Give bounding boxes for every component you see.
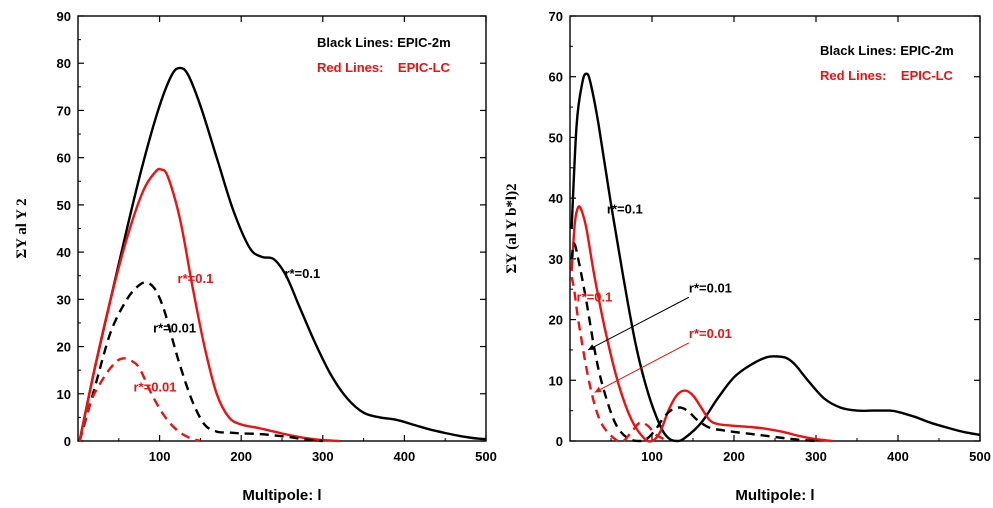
- x-tick-label: 500: [475, 449, 497, 464]
- y-tick-label: 70: [549, 9, 563, 24]
- x-tick-label: 300: [312, 449, 334, 464]
- y-tick-label: 30: [57, 292, 71, 307]
- annotation-arrow-line: [587, 296, 690, 351]
- y-tick-label: 90: [57, 9, 71, 24]
- x-tick-label: 200: [723, 449, 745, 464]
- x-axis-label: Multipole: l: [242, 487, 321, 504]
- y-tick-label: 0: [64, 434, 71, 449]
- solid-black-series-line: [78, 66, 487, 442]
- x-tick-label: 400: [887, 449, 909, 464]
- y-tick-label: 60: [57, 151, 71, 166]
- dashed-black-series-line: [78, 281, 323, 443]
- annotation-arrowhead: [594, 386, 602, 393]
- curve-annotation-label: r*=0.01: [689, 280, 732, 295]
- x-axis-label: Multipole: l: [735, 487, 814, 504]
- left-panel: 100 200 300 400 500 0 10 20 30 40 50 60 70 80 90 Multip…: [14, 9, 497, 504]
- y-tick-label: 20: [549, 313, 563, 328]
- y-tick-label: 0: [556, 434, 563, 449]
- right-panel: 100 200 300 400 500 0 10 20 30 40 50 60 70 Multipole:…: [504, 9, 991, 504]
- legend-black-lines: Black Lines: EPIC-2m: [317, 35, 451, 50]
- x-tick-label: 500: [969, 449, 991, 464]
- y-tick-label: 40: [57, 245, 71, 260]
- y-tick-label: 30: [549, 252, 563, 267]
- y-tick-label: 20: [57, 340, 71, 355]
- y-tick-label: 80: [57, 56, 71, 71]
- solid-red-series-line: [78, 167, 340, 443]
- x-tick-label: 300: [805, 449, 827, 464]
- curve-annotation-label: r*=0.01: [153, 320, 196, 335]
- y-tick-label: 50: [57, 198, 71, 213]
- x-tick-label: 100: [149, 449, 171, 464]
- y-tick-label: 10: [549, 373, 563, 388]
- curve-annotation-label: r*=0.1: [607, 201, 643, 216]
- dashed-black-series-line: [570, 242, 817, 443]
- x-tick-label: 200: [230, 449, 252, 464]
- y-axis-label: ΣY (al Y b*l)2: [504, 183, 520, 273]
- annotation-arrow-line: [594, 342, 690, 393]
- curve-annotation-label: r*=0.01: [133, 379, 176, 394]
- solid-red-series-line: [570, 205, 833, 443]
- curve-annotation-label: r*=0.01: [689, 326, 732, 341]
- y-axis-label: ΣY al Y 2: [14, 198, 30, 258]
- x-tick-label: 100: [641, 449, 663, 464]
- legend-red-lines: Red Lines: EPIC-LC: [317, 60, 451, 75]
- curve-annotation-label: r*=0.1: [284, 266, 320, 281]
- curve-annotation-label: r*=0.1: [577, 289, 613, 304]
- curve-annotation-label: r*=0.1: [178, 271, 214, 286]
- annotation-arrowhead: [588, 344, 596, 350]
- legend-black-lines: Black Lines: EPIC-2m: [820, 43, 954, 58]
- x-tick-label: 400: [394, 449, 416, 464]
- solid-black-series-line: [570, 72, 981, 443]
- y-tick-label: 40: [549, 191, 563, 206]
- y-tick-label: 50: [549, 130, 563, 145]
- dashed-red-series-line: [570, 276, 669, 443]
- legend-red-lines: Red Lines: EPIC-LC: [820, 68, 954, 83]
- y-tick-label: 70: [57, 103, 71, 118]
- y-tick-label: 10: [57, 387, 71, 402]
- dashed-red-series-line: [78, 357, 201, 443]
- plot-frame: [77, 15, 487, 442]
- y-tick-label: 60: [549, 70, 563, 85]
